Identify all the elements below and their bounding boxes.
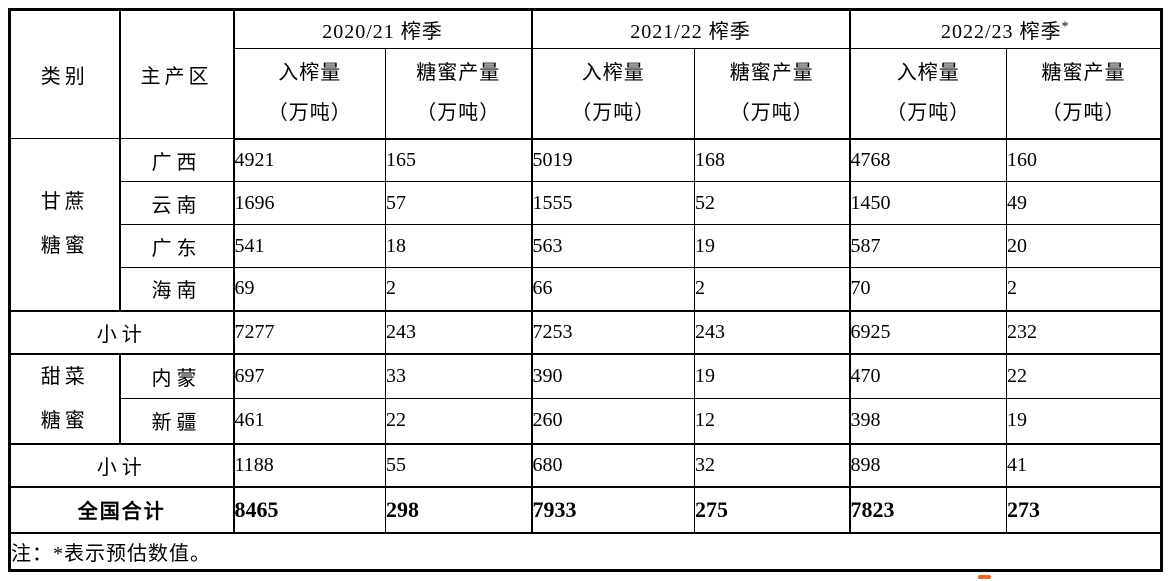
beet-subtotal-label: 小计 bbox=[9, 442, 234, 488]
value-cell: 4768 bbox=[848, 138, 1007, 182]
value-cell: 697 bbox=[232, 353, 386, 399]
value-cell: 32 bbox=[694, 442, 850, 488]
region-guangxi: 广西 bbox=[118, 138, 234, 182]
header-region: 主产区 bbox=[118, 9, 234, 139]
header-molasses-output-2020-21: 糖蜜产量 （万吨） bbox=[385, 48, 532, 140]
value-cell: 390 bbox=[530, 353, 695, 399]
value-cell: 4921 bbox=[232, 138, 386, 182]
value-cell: 22 bbox=[385, 398, 532, 444]
header-crush-volume-2022-23: 入榨量 （万吨） bbox=[848, 48, 1007, 140]
national-total-label: 全国合计 bbox=[9, 486, 234, 534]
region-guangdong: 广东 bbox=[118, 224, 234, 268]
value-cell: 160 bbox=[1006, 138, 1162, 182]
value-cell: 1188 bbox=[232, 442, 386, 488]
value-cell: 7933 bbox=[530, 486, 695, 534]
category-beet-molasses: 甜菜 糖蜜 bbox=[9, 353, 120, 444]
value-cell: 7277 bbox=[232, 309, 386, 355]
region-xinjiang: 新疆 bbox=[118, 398, 234, 444]
value-cell: 587 bbox=[848, 224, 1007, 268]
value-cell: 398 bbox=[848, 398, 1007, 444]
header-season-2022-23: 2022/23 榨季* bbox=[848, 9, 1162, 49]
header-season-2021-22: 2021/22 榨季 bbox=[530, 9, 850, 49]
value-cell: 7253 bbox=[530, 309, 695, 355]
header-crush-volume-2021-22: 入榨量 （万吨） bbox=[530, 48, 695, 140]
value-cell: 19 bbox=[1006, 398, 1162, 444]
value-cell: 55 bbox=[385, 442, 532, 488]
value-cell: 70 bbox=[848, 267, 1007, 311]
region-hainan: 海南 bbox=[118, 267, 234, 311]
value-cell: 57 bbox=[385, 181, 532, 225]
cane-subtotal-label: 小计 bbox=[9, 309, 234, 355]
value-cell: 541 bbox=[232, 224, 386, 268]
header-molasses-output-2022-23: 糖蜜产量 （万吨） bbox=[1006, 48, 1162, 140]
value-cell: 680 bbox=[530, 442, 695, 488]
value-cell: 243 bbox=[694, 309, 850, 355]
value-cell: 12 bbox=[694, 398, 850, 444]
value-cell: 1555 bbox=[530, 181, 695, 225]
orange-mark-artifact bbox=[978, 575, 991, 579]
value-cell: 33 bbox=[385, 353, 532, 399]
value-cell: 461 bbox=[232, 398, 386, 444]
value-cell: 260 bbox=[530, 398, 695, 444]
value-cell: 1696 bbox=[232, 181, 386, 225]
value-cell: 165 bbox=[385, 138, 532, 182]
category-cane-molasses: 甘蔗 糖蜜 bbox=[9, 138, 120, 311]
value-cell: 243 bbox=[385, 309, 532, 355]
value-cell: 18 bbox=[385, 224, 532, 268]
value-cell: 52 bbox=[694, 181, 850, 225]
value-cell: 2 bbox=[385, 267, 532, 311]
value-cell: 19 bbox=[694, 353, 850, 399]
value-cell: 563 bbox=[530, 224, 695, 268]
value-cell: 275 bbox=[694, 486, 850, 534]
value-cell: 49 bbox=[1006, 181, 1162, 225]
region-neimeng: 内蒙 bbox=[118, 353, 234, 399]
value-cell: 22 bbox=[1006, 353, 1162, 399]
footnote: 注：*表示预估数值。 bbox=[9, 532, 1162, 571]
value-cell: 2 bbox=[1006, 267, 1162, 311]
season-label: 2021/22 榨季 bbox=[630, 21, 751, 43]
season-label: 2020/21 榨季 bbox=[322, 21, 443, 43]
value-cell: 6925 bbox=[848, 309, 1007, 355]
header-molasses-output-2021-22: 糖蜜产量 （万吨） bbox=[694, 48, 850, 140]
value-cell: 7823 bbox=[848, 486, 1007, 534]
region-yunnan: 云南 bbox=[118, 181, 234, 225]
season-mark: * bbox=[1061, 19, 1070, 35]
value-cell: 5019 bbox=[530, 138, 695, 182]
header-category: 类别 bbox=[9, 9, 120, 139]
value-cell: 1450 bbox=[848, 181, 1007, 225]
value-cell: 2 bbox=[694, 267, 850, 311]
season-label: 2022/23 榨季 bbox=[940, 21, 1062, 43]
value-cell: 298 bbox=[385, 486, 532, 534]
value-cell: 69 bbox=[232, 267, 386, 311]
value-cell: 273 bbox=[1006, 486, 1162, 534]
header-crush-volume-2020-21: 入榨量 （万吨） bbox=[232, 48, 386, 140]
value-cell: 8465 bbox=[232, 486, 386, 534]
value-cell: 19 bbox=[694, 224, 850, 268]
value-cell: 20 bbox=[1006, 224, 1162, 268]
molasses-production-table: 类别 主产区 2020/21 榨季 2021/22 榨季 2022/23 榨季*… bbox=[8, 8, 1163, 572]
value-cell: 66 bbox=[530, 267, 695, 311]
header-season-2020-21: 2020/21 榨季 bbox=[232, 9, 532, 49]
value-cell: 41 bbox=[1006, 442, 1162, 488]
value-cell: 232 bbox=[1006, 309, 1162, 355]
value-cell: 898 bbox=[848, 442, 1007, 488]
value-cell: 168 bbox=[694, 138, 850, 182]
value-cell: 470 bbox=[848, 353, 1007, 399]
